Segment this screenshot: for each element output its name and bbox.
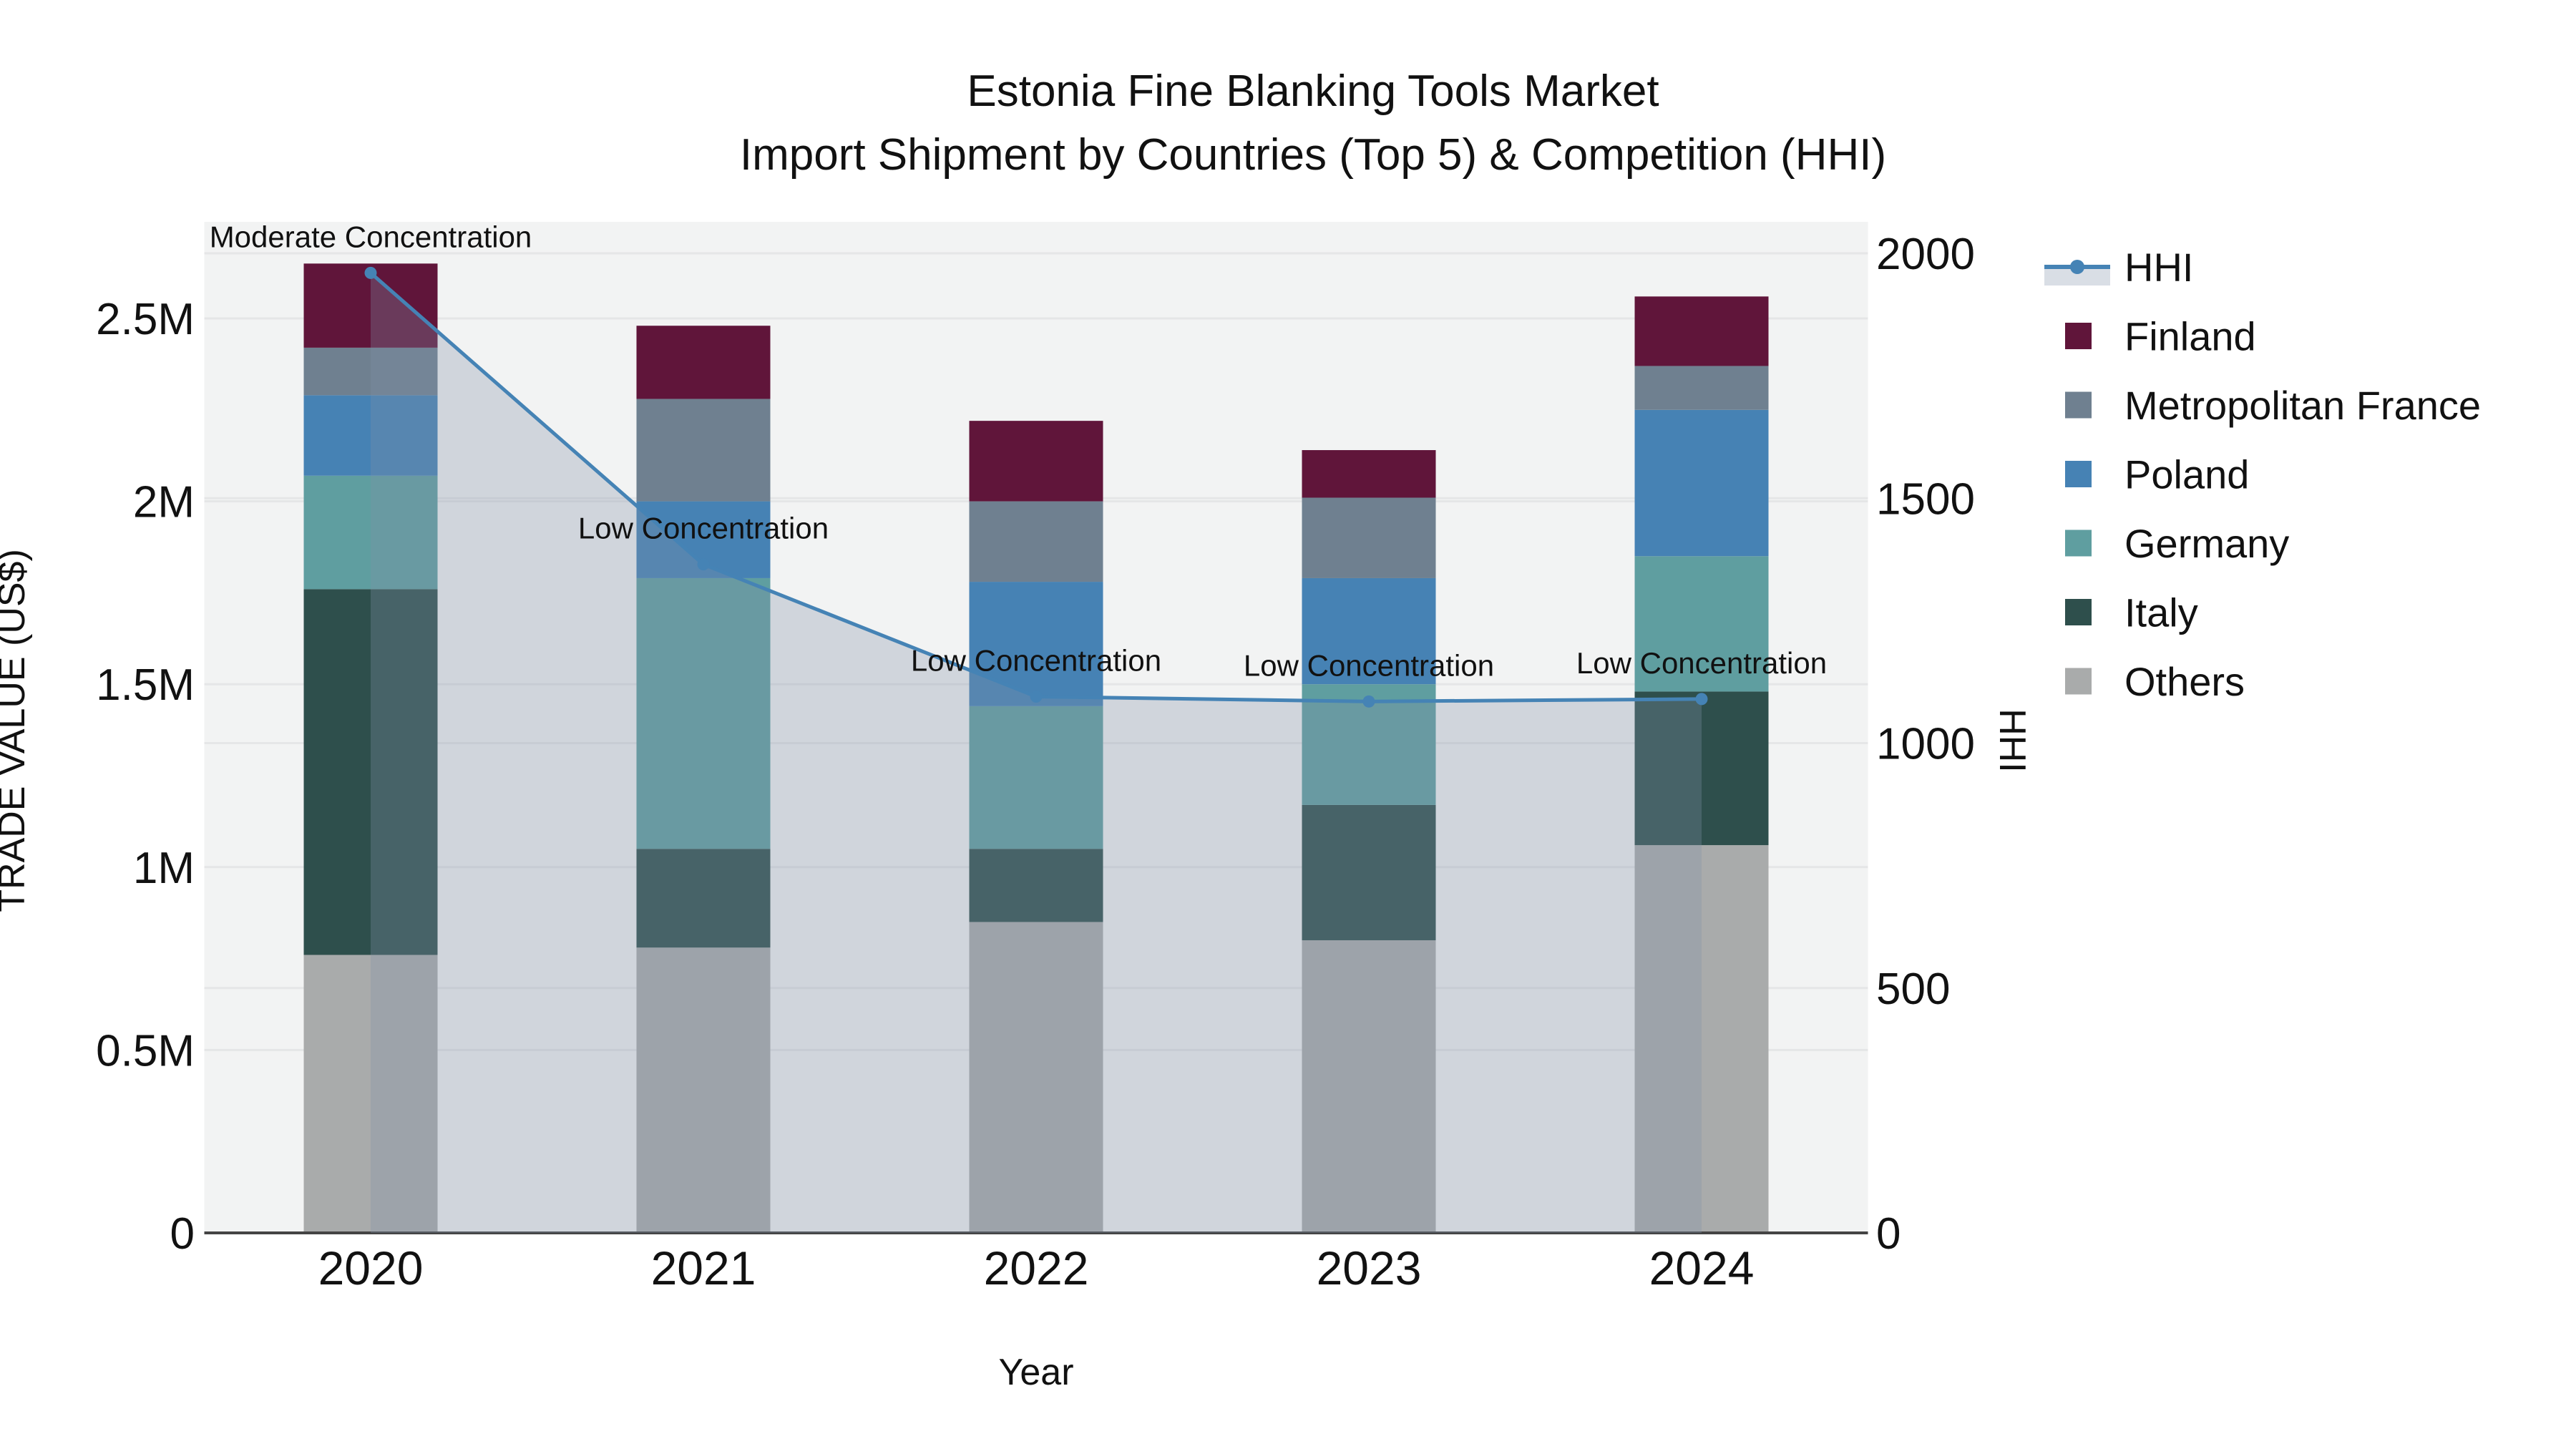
legend-swatch-others xyxy=(2065,668,2092,695)
hhi-marker-2024[interactable] xyxy=(1695,693,1708,706)
legend-item-metropolitan-france[interactable]: Metropolitan France xyxy=(2065,383,2481,428)
y-left-tick-0: 0 xyxy=(170,1209,195,1259)
bar-2022-finland[interactable] xyxy=(969,421,1103,502)
x-tick-2020: 2020 xyxy=(318,1241,424,1294)
annotation-2023: Low Concentration xyxy=(1244,648,1494,682)
y-right-tick-1500: 1500 xyxy=(1876,474,1975,524)
tick-labels: 0 0.5M 1M 1.5M 2M 2.5M 0 500 1000 1500 2000 2020 202… xyxy=(96,230,1975,1294)
bar-2024-germany[interactable] xyxy=(1634,556,1769,692)
bar-2021-metropolitan-france[interactable] xyxy=(636,399,771,502)
bar-2023-poland[interactable] xyxy=(1302,577,1436,685)
legend-label-germany: Germany xyxy=(2124,521,2289,566)
legend-hhi-marker-icon xyxy=(2070,260,2084,274)
bar-2020-germany[interactable] xyxy=(303,475,438,590)
bar-2021-italy[interactable] xyxy=(636,849,771,948)
legend-item-poland[interactable]: Poland xyxy=(2065,452,2249,497)
x-axis-title: Year xyxy=(998,1352,1073,1393)
bar-2024-metropolitan-france[interactable] xyxy=(1634,366,1769,410)
bar-2020-italy[interactable] xyxy=(303,589,438,955)
y-right-tick-0: 0 xyxy=(1876,1209,1901,1259)
legend: HHI Finland Metropolitan France Poland Germa… xyxy=(2044,245,2481,704)
y-left-tick-2M: 2M xyxy=(133,478,195,527)
chart-title-line2: Import Shipment by Countries (Top 5) & C… xyxy=(740,130,1886,180)
hhi-area-fill xyxy=(371,273,1702,1233)
bar-2022-poland[interactable] xyxy=(969,582,1103,706)
bar-2020-poland[interactable] xyxy=(303,395,438,476)
annotation-2020: Moderate Concentration xyxy=(210,220,532,253)
legend-label-others: Others xyxy=(2124,659,2245,704)
legend-item-germany[interactable]: Germany xyxy=(2065,521,2289,566)
bar-2023-others[interactable] xyxy=(1302,940,1436,1233)
y-left-tick-1.5M: 1.5M xyxy=(96,660,195,710)
bar-2021-germany[interactable] xyxy=(636,577,771,849)
bar-2023-finland[interactable] xyxy=(1302,450,1436,498)
legend-swatch-germany xyxy=(2065,530,2092,557)
hhi-marker-2020[interactable] xyxy=(364,266,377,279)
hhi-fill-polygon xyxy=(371,273,1702,1233)
y-axis-title-right: HHI xyxy=(1991,708,2033,773)
legend-label-finland: Finland xyxy=(2124,314,2256,359)
chart-title-line1: Estonia Fine Blanking Tools Market xyxy=(967,67,1659,116)
bar-2020-others[interactable] xyxy=(303,955,438,1233)
legend-item-italy[interactable]: Italy xyxy=(2065,590,2198,635)
x-tick-2021: 2021 xyxy=(651,1241,756,1294)
bar-2024-italy[interactable] xyxy=(1634,691,1769,846)
legend-label-italy: Italy xyxy=(2124,590,2198,635)
bar-2022-italy[interactable] xyxy=(969,849,1103,922)
legend-item-others[interactable]: Others xyxy=(2065,659,2245,704)
bar-2022-germany[interactable] xyxy=(969,706,1103,849)
legend-item-finland[interactable]: Finland xyxy=(2065,314,2256,359)
hhi-line xyxy=(364,266,1708,708)
hhi-marker-2021[interactable] xyxy=(697,558,710,571)
bar-2022-others[interactable] xyxy=(969,922,1103,1233)
x-tick-2022: 2022 xyxy=(984,1241,1089,1294)
hhi-marker-2022[interactable] xyxy=(1030,690,1043,703)
legend-swatch-italy xyxy=(2065,599,2092,625)
legend-label-metropolitan-france: Metropolitan France xyxy=(2124,383,2481,428)
y-right-tick-1000: 1000 xyxy=(1876,720,1975,769)
legend-label-poland: Poland xyxy=(2124,452,2249,497)
hhi-marker-2023[interactable] xyxy=(1362,695,1375,708)
bar-2024-others[interactable] xyxy=(1634,845,1769,1233)
legend-swatch-finland xyxy=(2065,323,2092,349)
stacked-bars xyxy=(303,263,1769,1233)
y-left-tick-0.5M: 0.5M xyxy=(96,1026,195,1075)
legend-label-hhi: HHI xyxy=(2124,245,2193,290)
bar-2024-poland[interactable] xyxy=(1634,409,1769,557)
legend-swatch-metropolitan-france xyxy=(2065,391,2092,419)
bar-2020-metropolitan-france[interactable] xyxy=(303,347,438,396)
legend-swatch-poland xyxy=(2065,461,2092,487)
y-left-tick-1M: 1M xyxy=(133,844,195,893)
x-tick-2024: 2024 xyxy=(1649,1241,1755,1294)
y-right-tick-2000: 2000 xyxy=(1876,230,1975,279)
bar-2023-italy[interactable] xyxy=(1302,804,1436,941)
bar-2024-finland[interactable] xyxy=(1634,296,1769,366)
x-tick-2023: 2023 xyxy=(1317,1241,1422,1294)
bar-2021-finland[interactable] xyxy=(636,326,771,399)
bar-2021-others[interactable] xyxy=(636,947,771,1233)
y-axis-title-left: TRADE VALUE (US$) xyxy=(0,549,33,912)
annotation-2021: Low Concentration xyxy=(578,512,829,545)
y-right-tick-500: 500 xyxy=(1876,965,1950,1014)
annotation-2024: Low Concentration xyxy=(1576,646,1827,680)
bar-2023-metropolitan-france[interactable] xyxy=(1302,497,1436,578)
y-left-tick-2.5M: 2.5M xyxy=(96,295,195,344)
legend-item-hhi[interactable]: HHI xyxy=(2044,245,2193,290)
annotations: Moderate Concentration Low Concentration L… xyxy=(210,220,1827,682)
bar-2022-metropolitan-france[interactable] xyxy=(969,501,1103,582)
annotation-2022: Low Concentration xyxy=(911,643,1161,677)
